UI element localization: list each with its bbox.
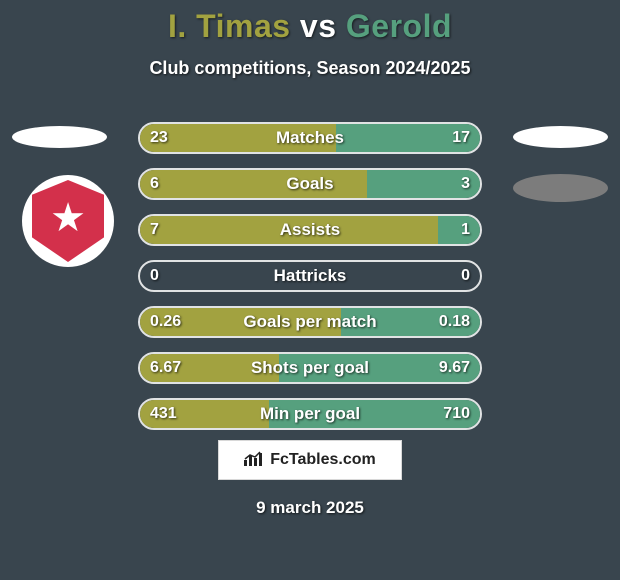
club-badge: ★: [22, 175, 114, 267]
right-avatar-placeholder-1: [513, 126, 608, 148]
stat-value-right: 1: [461, 216, 470, 244]
stat-label: Assists: [140, 216, 480, 244]
left-avatar-placeholder-1: [12, 126, 107, 148]
stat-label: Hattricks: [140, 262, 480, 290]
source-logo: FcTables.com: [218, 440, 402, 480]
stat-value-left: 0: [150, 262, 159, 290]
chart-icon: [244, 450, 264, 471]
stat-label: Goals: [140, 170, 480, 198]
stat-value-right: 710: [443, 400, 470, 428]
stat-label: Shots per goal: [140, 354, 480, 382]
stat-value-right: 17: [452, 124, 470, 152]
title-player1: I. Timas: [168, 8, 291, 44]
star-icon: ★: [50, 198, 86, 238]
title-player2: Gerold: [346, 8, 452, 44]
stat-row: Shots per goal6.67 9.67: [138, 352, 482, 384]
title-vs: vs: [300, 8, 337, 44]
stat-row: Goals6 3: [138, 168, 482, 200]
stat-label: Matches: [140, 124, 480, 152]
stat-value-left: 6.67: [150, 354, 181, 382]
stat-label: Min per goal: [140, 400, 480, 428]
stat-value-left: 7: [150, 216, 159, 244]
subtitle: Club competitions, Season 2024/2025: [0, 58, 620, 79]
stat-value-left: 431: [150, 400, 177, 428]
right-avatar-placeholder-2: [513, 174, 608, 202]
stat-value-right: 0: [461, 262, 470, 290]
stat-row: Min per goal431 710: [138, 398, 482, 430]
stat-bars-container: Matches23 17 Goals6 3 Assists7 1 Hattricks0 0 Go…: [138, 122, 482, 444]
stat-row: Hattricks0 0: [138, 260, 482, 292]
footer-date: 9 march 2025: [0, 498, 620, 518]
source-logo-text: FcTables.com: [270, 451, 376, 469]
page-title: I. Timas vs Gerold: [0, 8, 620, 45]
stat-row: Matches23 17: [138, 122, 482, 154]
stat-value-left: 23: [150, 124, 168, 152]
stat-value-right: 9.67: [439, 354, 470, 382]
stat-label: Goals per match: [140, 308, 480, 336]
stat-row: Assists7 1: [138, 214, 482, 246]
stat-value-left: 6: [150, 170, 159, 198]
stat-value-left: 0.26: [150, 308, 181, 336]
stat-value-right: 0.18: [439, 308, 470, 336]
club-badge-shield: ★: [32, 180, 104, 262]
comparison-infographic: I. Timas vs Gerold Club competitions, Se…: [0, 0, 620, 580]
stat-value-right: 3: [461, 170, 470, 198]
stat-row: Goals per match0.26 0.18: [138, 306, 482, 338]
